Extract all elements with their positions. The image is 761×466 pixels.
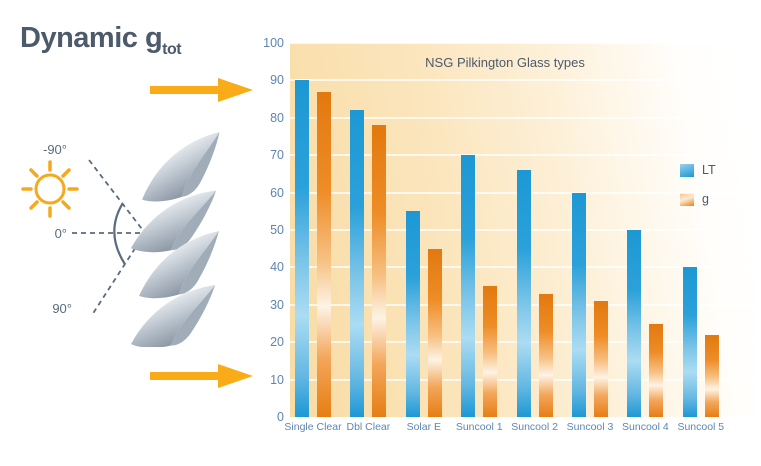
chart-legend: LT g bbox=[680, 163, 716, 221]
lt-bar-suncool-1 bbox=[461, 155, 476, 417]
x-category-label: Dbl Clear bbox=[346, 421, 391, 433]
incidence-dashed-line-upper bbox=[88, 159, 146, 234]
legend-item-lt: LT bbox=[680, 163, 716, 177]
x-category-label: Suncool 4 bbox=[622, 421, 669, 433]
angle-arc bbox=[113, 203, 126, 265]
bar-chart-plot-area: NSG Pilkington Glass types LT g bbox=[290, 42, 755, 417]
gridline bbox=[290, 116, 755, 119]
lt-bar-solar-e bbox=[405, 211, 420, 417]
chart-title: NSG Pilkington Glass types bbox=[425, 55, 585, 70]
legend-label-lt: LT bbox=[702, 163, 716, 177]
y-tick-label: 90 bbox=[270, 73, 284, 88]
x-category-label: Single Clear bbox=[284, 421, 342, 433]
page-title-subscript: tot bbox=[162, 40, 182, 58]
page-title-main: Dynamic g bbox=[20, 22, 163, 54]
x-category-label: Suncool 2 bbox=[511, 421, 558, 433]
gridline bbox=[290, 42, 755, 44]
arrow-right-bottom-icon bbox=[150, 364, 253, 388]
y-axis: 0 10 20 30 40 50 60 70 80 90 100 bbox=[246, 36, 284, 424]
gridline bbox=[290, 154, 755, 157]
arrow-shape bbox=[150, 364, 253, 388]
sun-angle-louver-illustration: -90° 0° 90° bbox=[21, 132, 225, 347]
lt-bar-suncool-3 bbox=[572, 192, 586, 417]
page-title: Dynamic gtot bbox=[20, 22, 182, 59]
y-tick-label: 100 bbox=[263, 36, 284, 50]
g-bar-suncool-2 bbox=[538, 293, 553, 417]
y-tick-label: 70 bbox=[270, 148, 284, 163]
x-category-label: Solar E bbox=[406, 421, 442, 433]
x-category-label: Suncool 5 bbox=[677, 421, 725, 433]
x-category-label: Suncool 3 bbox=[566, 421, 614, 433]
sun-icon bbox=[21, 160, 79, 218]
y-tick-label: 80 bbox=[270, 110, 284, 125]
incidence-dashed-line-lower bbox=[91, 232, 146, 316]
y-tick-label: 30 bbox=[270, 297, 284, 312]
g-bar-suncool-1 bbox=[483, 286, 498, 417]
lt-bar-suncool-2 bbox=[516, 170, 531, 417]
angle-label-0: 0° bbox=[55, 226, 67, 241]
gridline bbox=[290, 79, 755, 82]
y-tick-label: 20 bbox=[270, 335, 284, 350]
legend-swatch-lt-icon bbox=[680, 163, 694, 177]
y-tick-label: 60 bbox=[270, 185, 284, 200]
g-bar-suncool-5 bbox=[704, 334, 719, 417]
incidence-lines bbox=[72, 159, 146, 316]
y-tick-label: 50 bbox=[270, 223, 284, 237]
g-bar-dbl-clear bbox=[372, 125, 387, 417]
legend-label-g: g bbox=[702, 192, 709, 206]
x-category-label: Suncool 1 bbox=[455, 421, 503, 433]
arrow-shape bbox=[150, 78, 253, 102]
legend-item-g: g bbox=[680, 192, 716, 206]
g-bar-single-clear bbox=[317, 91, 331, 417]
x-axis: Single Clear Dbl Clear Solar E Suncool 1 Sun… bbox=[284, 421, 755, 437]
angle-label-90: 90° bbox=[52, 301, 72, 316]
y-tick-label: 40 bbox=[270, 260, 284, 275]
arrow-right-top-icon bbox=[150, 78, 253, 102]
lt-bar-suncool-4 bbox=[627, 230, 642, 417]
angle-label-minus-90: -90° bbox=[43, 142, 67, 157]
louver-blades-icon bbox=[130, 132, 225, 347]
y-tick-label: 10 bbox=[270, 372, 284, 387]
g-bar-suncool-4 bbox=[649, 323, 664, 417]
y-tick-label: 0 bbox=[277, 410, 284, 424]
g-bar-suncool-3 bbox=[594, 301, 608, 417]
g-bar-solar-e bbox=[427, 248, 442, 417]
lt-bar-dbl-clear bbox=[350, 110, 365, 417]
lt-bar-suncool-5 bbox=[682, 267, 697, 417]
legend-swatch-g-icon bbox=[680, 192, 694, 206]
lt-bar-single-clear bbox=[295, 80, 309, 417]
